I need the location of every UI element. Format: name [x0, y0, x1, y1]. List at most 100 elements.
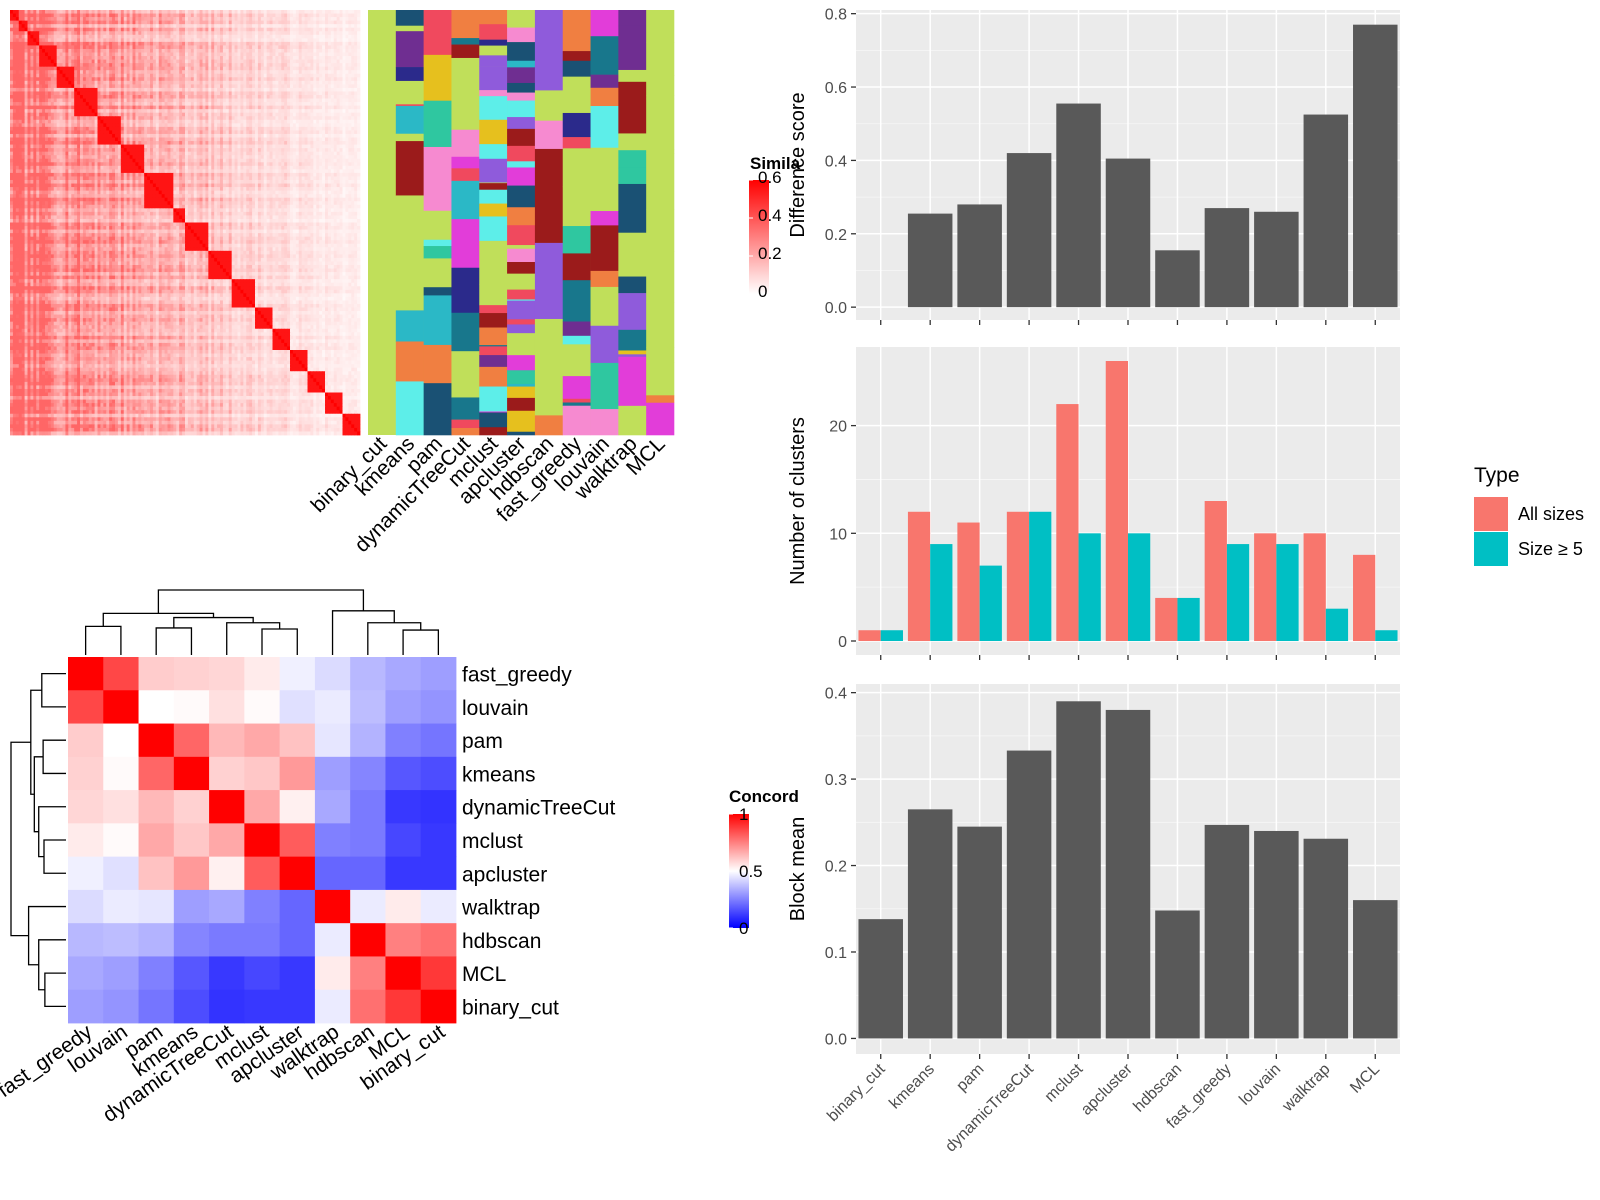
- similarity-cell: [237, 116, 241, 121]
- similarity-cell: [234, 123, 238, 128]
- similarity-cell: [214, 34, 218, 39]
- similarity-cell: [120, 109, 125, 114]
- similarity-cell: [80, 155, 84, 160]
- similarity-cell: [263, 70, 268, 75]
- similarity-cell: [330, 116, 335, 121]
- similarity-cell: [152, 98, 157, 103]
- similarity-cell: [33, 38, 37, 43]
- similarity-cell: [284, 10, 288, 14]
- similarity-cell: [15, 116, 20, 121]
- similarity-cell: [27, 148, 31, 153]
- similarity-cell: [152, 155, 157, 160]
- similarity-cell: [71, 119, 75, 124]
- similarity-cell: [202, 41, 206, 46]
- similarity-cell: [39, 17, 43, 22]
- similarity-cell: [348, 105, 352, 110]
- similarity-cell: [327, 45, 332, 50]
- similarity-cell: [167, 52, 171, 57]
- similarity-cell: [222, 109, 227, 114]
- similarity-cell: [117, 148, 122, 153]
- similarity-cell: [281, 20, 285, 25]
- similarity-cell: [208, 52, 212, 57]
- similarity-cell: [333, 80, 338, 85]
- similarity-cell: [182, 52, 186, 57]
- similarity-cell: [231, 59, 235, 64]
- similarity-cell: [80, 109, 84, 114]
- similarity-cell: [141, 73, 145, 78]
- similarity-cell: [152, 38, 157, 43]
- similarity-cell: [39, 70, 43, 75]
- similarity-cell: [161, 116, 165, 121]
- similarity-cell: [94, 119, 98, 124]
- similarity-cell: [339, 10, 343, 14]
- similarity-cell: [21, 151, 25, 156]
- similarity-cell: [53, 109, 58, 114]
- similarity-cell: [336, 137, 340, 142]
- similarity-cell: [220, 91, 224, 96]
- similarity-cell: [115, 155, 119, 160]
- similarity-cell: [27, 151, 31, 156]
- similarity-cell: [173, 84, 177, 89]
- similarity-cell: [62, 34, 66, 39]
- similarity-cell: [24, 59, 28, 64]
- similarity-cell: [211, 155, 215, 160]
- similarity-cell: [176, 66, 180, 71]
- similarity-cell: [21, 77, 25, 82]
- similarity-cell: [164, 27, 168, 32]
- similarity-cell: [80, 123, 84, 128]
- similarity-cell: [193, 20, 198, 25]
- similarity-cell: [10, 59, 14, 64]
- similarity-cell: [182, 155, 186, 160]
- similarity-cell: [27, 130, 31, 135]
- similarity-cell: [10, 31, 14, 36]
- similarity-cell: [354, 41, 358, 46]
- similarity-cell: [15, 126, 20, 131]
- similarity-cell: [10, 155, 14, 160]
- similarity-cell: [301, 123, 305, 128]
- similarity-cell: [354, 109, 358, 114]
- similarity-cell: [295, 87, 300, 92]
- similarity-cell: [97, 148, 101, 153]
- similarity-cell: [301, 66, 305, 71]
- similarity-cell: [158, 38, 163, 43]
- similarity-cell: [182, 105, 186, 110]
- similarity-cell: [275, 112, 279, 117]
- similarity-cell: [257, 70, 262, 75]
- similarity-cell: [65, 52, 69, 57]
- similarity-cell: [357, 63, 361, 68]
- similarity-cell: [144, 24, 148, 29]
- similarity-cell: [354, 130, 358, 135]
- similarity-cell: [112, 105, 116, 110]
- similarity-cell: [196, 141, 200, 145]
- similarity-cell: [82, 66, 87, 71]
- similarity-cell: [30, 17, 34, 22]
- similarity-cell: [249, 98, 253, 103]
- similarity-cell: [30, 66, 34, 71]
- similarity-cell: [103, 56, 107, 60]
- similarity-cell: [65, 126, 69, 131]
- similarity-cell: [109, 70, 113, 75]
- similarity-cell: [260, 56, 265, 60]
- similarity-cell: [231, 95, 235, 99]
- similarity-cell: [205, 102, 209, 107]
- similarity-cell: [281, 34, 285, 39]
- similarity-cell: [193, 10, 198, 14]
- similarity-cell: [158, 34, 163, 39]
- similarity-cell: [36, 80, 40, 85]
- similarity-cell: [150, 144, 154, 149]
- similarity-cell: [109, 80, 113, 85]
- similarity-cell: [132, 27, 136, 32]
- similarity-cell: [182, 13, 186, 18]
- similarity-cell: [141, 109, 145, 114]
- similarity-cell: [263, 105, 268, 110]
- similarity-cell: [301, 91, 305, 96]
- similarity-cell: [284, 24, 288, 29]
- similarity-cell: [316, 130, 320, 135]
- similarity-cell: [272, 87, 276, 92]
- similarity-cell: [27, 66, 31, 71]
- similarity-cell: [234, 77, 238, 82]
- similarity-cell: [94, 52, 98, 57]
- similarity-cell: [190, 98, 195, 103]
- similarity-cell: [214, 77, 218, 82]
- similarity-cell: [234, 38, 238, 43]
